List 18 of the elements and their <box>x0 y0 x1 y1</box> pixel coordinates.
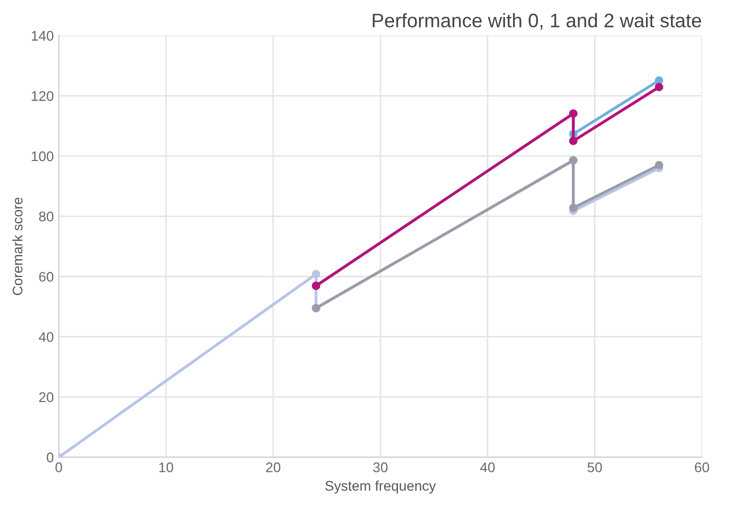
y-tick-label: 120 <box>32 91 54 101</box>
y-tick-label: 20 <box>39 392 54 402</box>
y-axis-title: Coremark score <box>12 198 22 296</box>
y-tick-label: 60 <box>39 272 54 282</box>
y-tick-label: 0 <box>46 452 54 462</box>
x-tick-label: 40 <box>480 462 495 472</box>
x-tick-label: 10 <box>159 462 174 472</box>
x-tick-label: 60 <box>694 462 710 472</box>
x-tick-label: 50 <box>588 462 602 472</box>
x-axis-title: System frequency <box>325 480 436 494</box>
y-tick-label: 80 <box>39 212 54 222</box>
y-tick-label: 100 <box>32 151 54 162</box>
chart-title: Performance with 0, 1 and 2 wait state <box>372 13 702 30</box>
x-tick-label: 20 <box>266 462 280 472</box>
y-tick-label: 40 <box>38 332 54 342</box>
x-tick-label: 0 <box>55 462 62 472</box>
x-tick-label: 30 <box>373 462 388 472</box>
y-tick-label: 140 <box>32 30 54 41</box>
